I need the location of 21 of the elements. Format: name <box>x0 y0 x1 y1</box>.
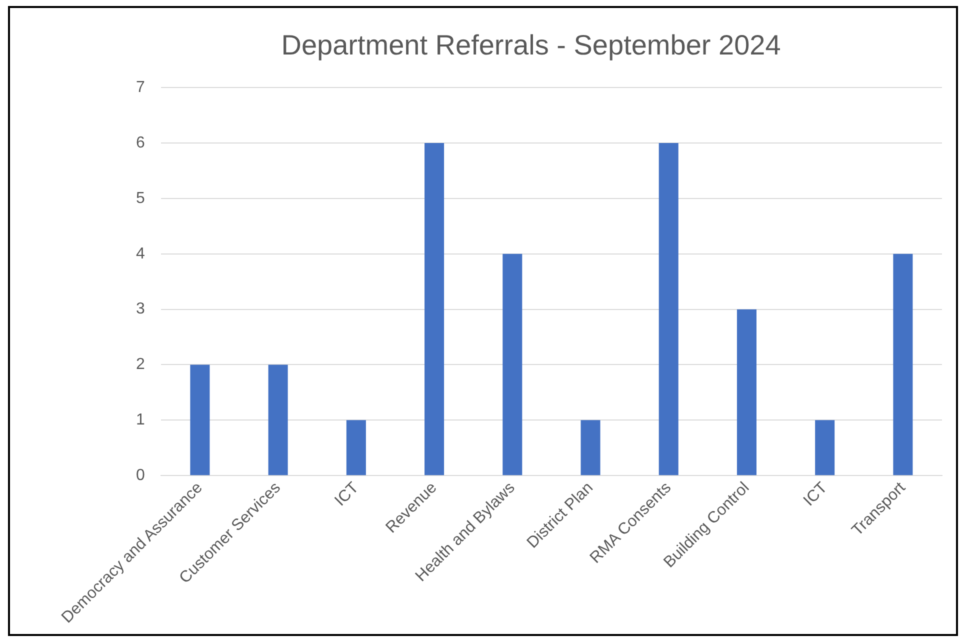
y-tick-label: 4 <box>136 245 145 262</box>
y-tick-label: 5 <box>136 190 145 207</box>
y-tick-label: 3 <box>136 300 145 318</box>
bar <box>190 364 210 476</box>
bar <box>658 143 678 476</box>
bar <box>268 364 288 476</box>
bar <box>893 254 913 476</box>
y-tick-label: 1 <box>136 412 145 429</box>
chart-title: Department Referrals - September 2024 <box>281 30 781 61</box>
y-tick-label: 0 <box>136 467 145 484</box>
y-tick-label: 7 <box>136 79 145 96</box>
bar <box>424 143 444 476</box>
y-tick-label: 6 <box>136 134 145 152</box>
bar <box>815 420 835 476</box>
bar <box>580 420 600 476</box>
bar <box>736 309 756 476</box>
x-tick-label: ICT <box>800 479 831 510</box>
y-tick-label: 2 <box>136 356 145 374</box>
x-tick-label: ICT <box>332 479 362 510</box>
bar <box>502 254 522 476</box>
bar <box>346 420 366 476</box>
